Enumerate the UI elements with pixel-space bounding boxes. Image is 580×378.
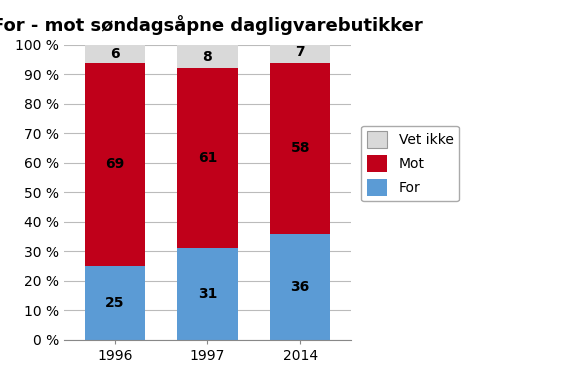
- Bar: [177, 248, 238, 340]
- Text: 36: 36: [291, 280, 310, 294]
- Text: 31: 31: [198, 287, 217, 301]
- Text: 6: 6: [110, 47, 119, 61]
- Bar: [270, 42, 331, 63]
- Bar: [270, 234, 331, 340]
- Bar: [270, 63, 331, 234]
- Bar: [85, 63, 145, 266]
- Bar: [85, 45, 145, 63]
- Bar: [85, 266, 145, 340]
- Title: For - mot søndagsåpne dagligvarebutikker: For - mot søndagsåpne dagligvarebutikker: [0, 15, 423, 35]
- Text: 69: 69: [105, 157, 124, 171]
- Legend: Vet ikke, Mot, For: Vet ikke, Mot, For: [361, 125, 459, 201]
- Bar: [177, 68, 238, 248]
- Text: 25: 25: [105, 296, 125, 310]
- Text: 8: 8: [202, 50, 212, 64]
- Bar: [177, 45, 238, 68]
- Text: 58: 58: [291, 141, 310, 155]
- Text: 7: 7: [295, 45, 305, 59]
- Text: 61: 61: [198, 152, 217, 166]
